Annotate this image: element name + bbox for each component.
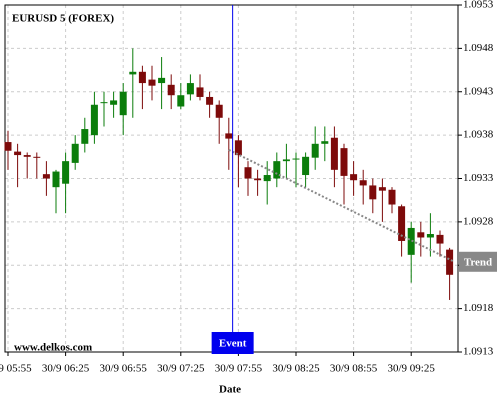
trend-label-box — [459, 251, 497, 272]
candle-body — [378, 187, 386, 191]
x-axis-label: Date — [219, 384, 241, 396]
candle-body — [311, 143, 319, 158]
candle-body — [446, 249, 454, 275]
candle-body — [90, 104, 98, 136]
candle-body — [436, 234, 444, 244]
candle-body — [33, 156, 41, 158]
candle-body — [4, 142, 12, 151]
candle-body — [234, 140, 242, 156]
x-tick-label: 30/9 09:25 — [388, 363, 436, 375]
candle-body — [129, 71, 137, 75]
candle-body — [321, 141, 329, 144]
candle-body — [14, 151, 22, 156]
candle-body — [254, 178, 262, 181]
chart-title: EURUSD 5 (FOREX) — [12, 13, 114, 25]
candle-body — [23, 155, 31, 157]
candle-body — [186, 83, 194, 95]
candle-body — [273, 161, 281, 179]
candle-body — [359, 180, 367, 186]
event-label-box — [211, 332, 254, 354]
candle-body — [302, 156, 310, 176]
candle-body — [158, 77, 166, 84]
trend-label: Trend — [464, 256, 492, 268]
x-tick-label: 30/9 08:55 — [330, 363, 378, 375]
candle-body — [398, 206, 406, 241]
candle-body — [215, 104, 223, 118]
candle-body — [167, 84, 175, 96]
watermark: www.delkos.com — [14, 342, 92, 354]
y-tick-label: 1.0918 — [463, 302, 494, 314]
candle-body — [292, 158, 300, 160]
candle-body — [244, 167, 252, 179]
candle-body — [206, 96, 214, 105]
candle-body — [148, 79, 156, 86]
y-tick-label: 1.0933 — [463, 172, 494, 184]
candle-body — [81, 129, 89, 144]
y-tick-label: 1.0938 — [463, 129, 494, 141]
candle-body — [340, 148, 348, 176]
candle-body — [330, 137, 338, 170]
candle-body — [62, 161, 70, 184]
x-tick-label: 30/9 06:25 — [42, 363, 90, 375]
candle-body — [52, 171, 60, 188]
y-tick-label: 1.0953 — [463, 0, 494, 11]
y-tick-label: 1.0948 — [463, 42, 494, 54]
y-tick-label: 1.0913 — [463, 346, 494, 358]
x-tick-label: 30/9 06:55 — [100, 363, 148, 375]
y-tick-label: 1.0943 — [463, 85, 494, 97]
trend-line — [228, 148, 455, 263]
candle-body — [110, 100, 118, 105]
candle-body — [426, 234, 434, 238]
x-tick-label: 30/9 08:25 — [272, 363, 320, 375]
candle-body — [417, 232, 425, 238]
candle-body — [100, 102, 108, 104]
candle-body — [369, 185, 377, 200]
candle-body — [282, 159, 290, 162]
candle-body — [388, 189, 396, 205]
candle-body — [138, 71, 146, 84]
candle-body — [119, 91, 127, 116]
x-tick-label: 30/9 07:25 — [157, 363, 205, 375]
x-tick-label: 30/9 05:55 — [0, 363, 32, 375]
event-label: Event — [219, 338, 247, 350]
candle-body — [263, 175, 271, 182]
candle-body — [225, 133, 233, 139]
candle-body — [196, 87, 204, 97]
y-tick-label: 1.0928 — [463, 215, 494, 227]
candle-body — [71, 143, 79, 163]
candle-body — [177, 95, 185, 107]
candle-body — [350, 174, 358, 181]
candle-body — [42, 174, 50, 179]
x-tick-label: 30/9 07:55 — [215, 363, 263, 375]
